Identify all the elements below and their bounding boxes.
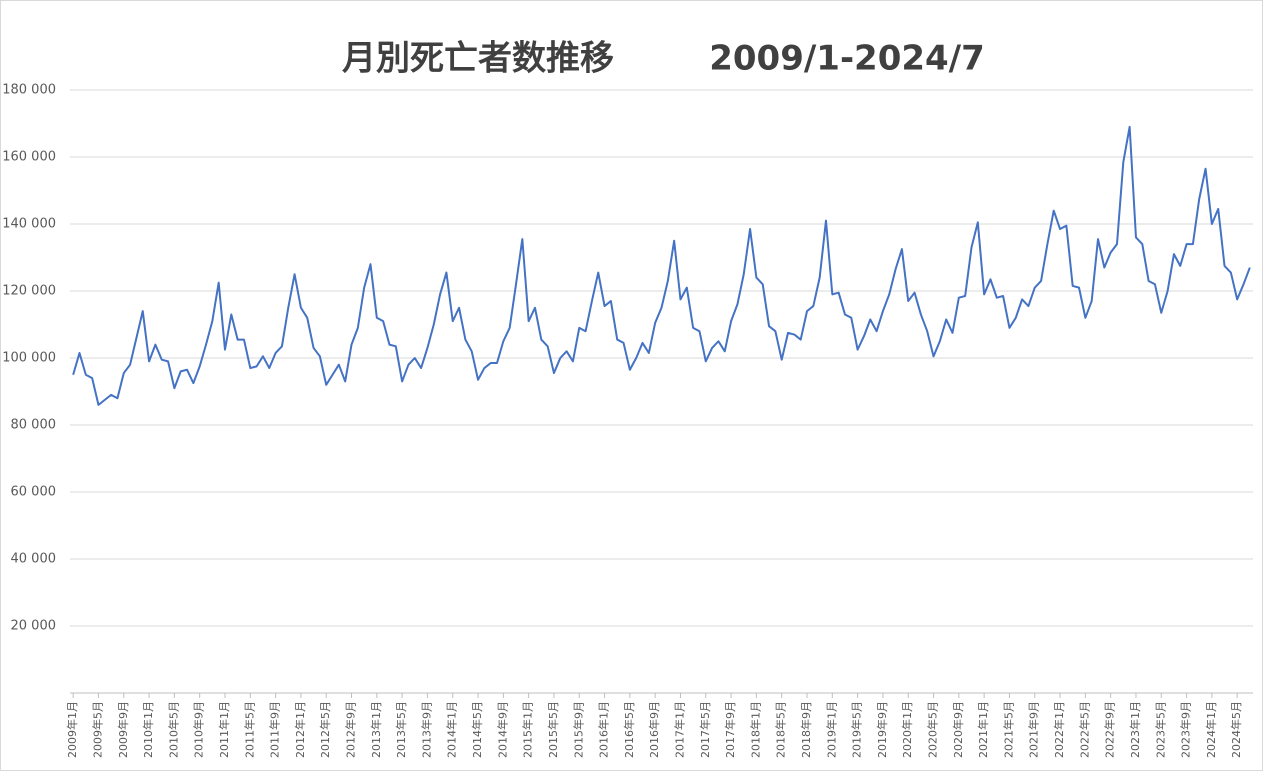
chart-title: 月別死亡者数推移 — [342, 39, 614, 79]
x-tick-label: 2020年1月 — [900, 701, 914, 758]
x-tick-label: 2017年9月 — [723, 701, 737, 758]
x-tick-label: 2011年9月 — [268, 701, 282, 758]
x-tick-label: 2009年1月 — [65, 701, 79, 758]
x-tick-label: 2020年5月 — [926, 701, 940, 758]
x-tick-label: 2013年9月 — [419, 701, 433, 758]
x-tick-label: 2017年5月 — [698, 701, 712, 758]
x-tick-label: 2018年5月 — [774, 701, 788, 758]
x-tick-label: 2020年9月 — [951, 701, 965, 758]
x-tick-label: 2012年1月 — [293, 701, 307, 758]
x-tick-label: 2023年5月 — [1153, 701, 1167, 758]
x-tick-label: 2009年5月 — [90, 701, 104, 758]
x-tick-label: 2018年1月 — [748, 701, 762, 758]
data-line — [72, 125, 1251, 406]
x-tick-label: 2015年1月 — [521, 701, 535, 758]
x-tick-label: 2011年5月 — [242, 701, 256, 758]
x-tick-label: 2017年1月 — [672, 701, 686, 758]
x-tick-label: 2023年1月 — [1128, 701, 1142, 758]
chart-subtitle: 2009/1-2024/7 — [709, 39, 985, 79]
x-tick-label: 2022年9月 — [1103, 701, 1117, 758]
x-tick-label: 2014年5月 — [470, 701, 484, 758]
x-tick-label: 2018年9月 — [799, 701, 813, 758]
x-tick-label: 2010年1月 — [141, 701, 155, 758]
y-tick-label: 120 000 — [2, 284, 56, 299]
x-tick-label: 2015年5月 — [546, 701, 560, 758]
x-tick-label: 2022年1月 — [1052, 701, 1066, 758]
y-tick-label: 80 000 — [11, 418, 57, 433]
x-tick-label: 2019年9月 — [875, 701, 889, 758]
x-tick-label: 2016年1月 — [597, 701, 611, 758]
x-tick-label: 2016年5月 — [622, 701, 636, 758]
x-tick-label: 2014年1月 — [445, 701, 459, 758]
y-tick-label: 100 000 — [2, 351, 56, 366]
x-tick-label: 2012年9月 — [344, 701, 358, 758]
x-tick-label: 2022年5月 — [1077, 701, 1091, 758]
x-tick-label: 2019年1月 — [824, 701, 838, 758]
y-tick-label: 140 000 — [2, 217, 56, 232]
x-tick-label: 2024年1月 — [1204, 701, 1218, 758]
y-tick-label: 60 000 — [11, 485, 57, 500]
x-tick-label: 2010年5月 — [166, 701, 180, 758]
x-tick-label: 2013年5月 — [394, 701, 408, 758]
x-tick-label: 2011年1月 — [217, 701, 231, 758]
y-tick-label: 180 000 — [2, 83, 56, 98]
x-tick-label: 2021年5月 — [1001, 701, 1015, 758]
x-tick-label: 2023年9月 — [1179, 701, 1193, 758]
x-tick-label: 2024年5月 — [1229, 701, 1243, 758]
x-tick-label: 2012年5月 — [318, 701, 332, 758]
x-tick-label: 2009年9月 — [116, 701, 130, 758]
y-tick-label: 40 000 — [11, 552, 57, 567]
x-tick-label: 2013年1月 — [369, 701, 383, 758]
x-tick-label: 2021年9月 — [1027, 701, 1041, 758]
x-tick-label: 2021年1月 — [976, 701, 990, 758]
y-tick-label: 160 000 — [2, 150, 56, 165]
x-tick-label: 2015年9月 — [571, 701, 585, 758]
x-tick-label: 2016年9月 — [647, 701, 661, 758]
x-tick-label: 2014年9月 — [495, 701, 509, 758]
x-tick-label: 2019年5月 — [850, 701, 864, 758]
y-tick-label: 20 000 — [11, 619, 57, 634]
x-tick-label: 2010年9月 — [192, 701, 206, 758]
